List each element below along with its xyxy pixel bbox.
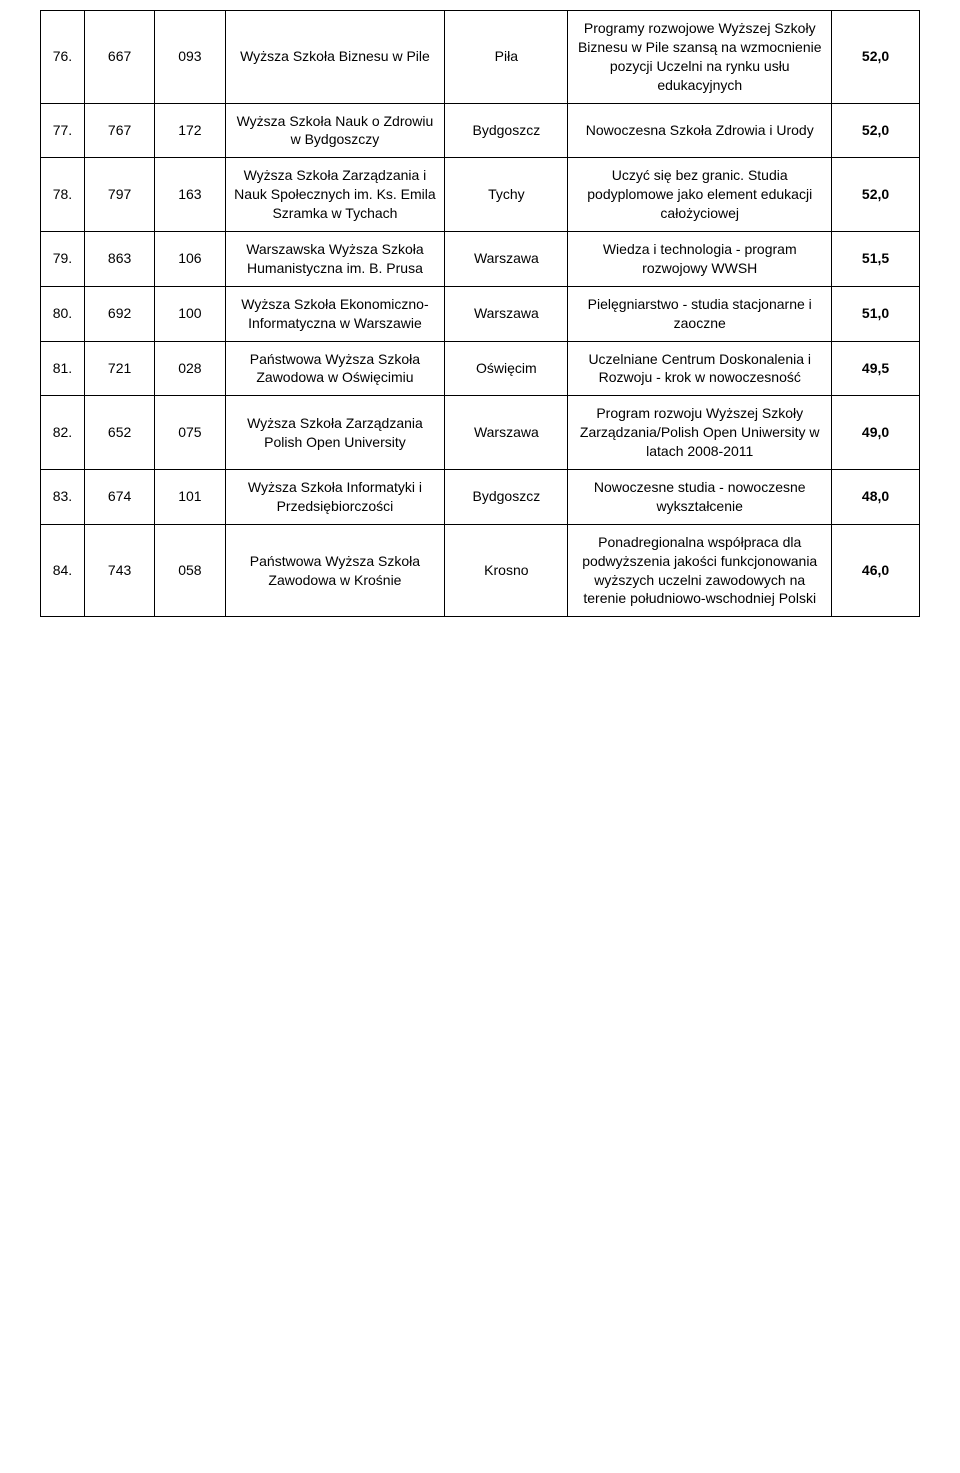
- cell-inst: Wyższa Szkoła Ekonomiczno-Informatyczna …: [225, 286, 445, 341]
- cell-a: 652: [84, 396, 154, 470]
- cell-sc: 52,0: [832, 103, 920, 158]
- table-row: 78.797163Wyższa Szkoła Zarządzania i Nau…: [41, 158, 920, 232]
- cell-sc: 52,0: [832, 158, 920, 232]
- cell-inst: Wyższa Szkoła Nauk o Zdrowiu w Bydgoszcz…: [225, 103, 445, 158]
- cell-idx: 79.: [41, 232, 85, 287]
- cell-b: 172: [155, 103, 225, 158]
- table-row: 79.863106Warszawska Wyższa Szkoła Humani…: [41, 232, 920, 287]
- table-row: 81.721028Państwowa Wyższa Szkoła Zawodow…: [41, 341, 920, 396]
- cell-prog: Programy rozwojowe Wyższej Szkoły Biznes…: [568, 11, 832, 104]
- table-row: 84.743058Państwowa Wyższa Szkoła Zawodow…: [41, 524, 920, 617]
- cell-city: Warszawa: [445, 396, 568, 470]
- cell-inst: Wyższa Szkoła Biznesu w Pile: [225, 11, 445, 104]
- table-row: 77.767172Wyższa Szkoła Nauk o Zdrowiu w …: [41, 103, 920, 158]
- table-row: 80.692100Wyższa Szkoła Ekonomiczno-Infor…: [41, 286, 920, 341]
- cell-b: 163: [155, 158, 225, 232]
- cell-idx: 77.: [41, 103, 85, 158]
- cell-a: 692: [84, 286, 154, 341]
- cell-sc: 46,0: [832, 524, 920, 617]
- cell-city: Warszawa: [445, 232, 568, 287]
- cell-inst: Państwowa Wyższa Szkoła Zawodowa w Krośn…: [225, 524, 445, 617]
- cell-idx: 82.: [41, 396, 85, 470]
- cell-b: 075: [155, 396, 225, 470]
- cell-city: Krosno: [445, 524, 568, 617]
- cell-prog: Program rozwoju Wyższej Szkoły Zarządzan…: [568, 396, 832, 470]
- cell-city: Bydgoszcz: [445, 470, 568, 525]
- cell-prog: Uczelniane Centrum Doskonalenia i Rozwoj…: [568, 341, 832, 396]
- table-body: 76.667093Wyższa Szkoła Biznesu w PilePił…: [41, 11, 920, 617]
- cell-idx: 81.: [41, 341, 85, 396]
- cell-prog: Uczyć się bez granic. Studia podyplomowe…: [568, 158, 832, 232]
- cell-a: 667: [84, 11, 154, 104]
- data-table: 76.667093Wyższa Szkoła Biznesu w PilePił…: [40, 10, 920, 617]
- cell-inst: Państwowa Wyższa Szkoła Zawodowa w Oświę…: [225, 341, 445, 396]
- cell-prog: Ponadregionalna współpraca dla podwyższe…: [568, 524, 832, 617]
- cell-inst: Wyższa Szkoła Zarządzania Polish Open Un…: [225, 396, 445, 470]
- cell-a: 721: [84, 341, 154, 396]
- cell-sc: 49,0: [832, 396, 920, 470]
- cell-prog: Wiedza i technologia - program rozwojowy…: [568, 232, 832, 287]
- cell-b: 100: [155, 286, 225, 341]
- cell-a: 674: [84, 470, 154, 525]
- cell-city: Oświęcim: [445, 341, 568, 396]
- cell-idx: 84.: [41, 524, 85, 617]
- cell-b: 101: [155, 470, 225, 525]
- cell-sc: 49,5: [832, 341, 920, 396]
- cell-city: Warszawa: [445, 286, 568, 341]
- cell-inst: Wyższa Szkoła Informatyki i Przedsiębior…: [225, 470, 445, 525]
- cell-inst: Wyższa Szkoła Zarządzania i Nauk Społecz…: [225, 158, 445, 232]
- cell-a: 743: [84, 524, 154, 617]
- cell-a: 797: [84, 158, 154, 232]
- table-row: 76.667093Wyższa Szkoła Biznesu w PilePił…: [41, 11, 920, 104]
- cell-b: 058: [155, 524, 225, 617]
- cell-sc: 48,0: [832, 470, 920, 525]
- cell-idx: 78.: [41, 158, 85, 232]
- cell-b: 093: [155, 11, 225, 104]
- cell-prog: Nowoczesna Szkoła Zdrowia i Urody: [568, 103, 832, 158]
- table-row: 83.674101Wyższa Szkoła Informatyki i Prz…: [41, 470, 920, 525]
- cell-inst: Warszawska Wyższa Szkoła Humanistyczna i…: [225, 232, 445, 287]
- cell-b: 028: [155, 341, 225, 396]
- cell-a: 863: [84, 232, 154, 287]
- cell-prog: Nowoczesne studia - nowoczesne wykształc…: [568, 470, 832, 525]
- cell-sc: 52,0: [832, 11, 920, 104]
- cell-idx: 83.: [41, 470, 85, 525]
- cell-sc: 51,5: [832, 232, 920, 287]
- cell-city: Tychy: [445, 158, 568, 232]
- cell-city: Piła: [445, 11, 568, 104]
- cell-idx: 80.: [41, 286, 85, 341]
- table-row: 82.652075Wyższa Szkoła Zarządzania Polis…: [41, 396, 920, 470]
- cell-prog: Pielęgniarstwo - studia stacjonarne i za…: [568, 286, 832, 341]
- cell-sc: 51,0: [832, 286, 920, 341]
- cell-city: Bydgoszcz: [445, 103, 568, 158]
- cell-a: 767: [84, 103, 154, 158]
- cell-idx: 76.: [41, 11, 85, 104]
- cell-b: 106: [155, 232, 225, 287]
